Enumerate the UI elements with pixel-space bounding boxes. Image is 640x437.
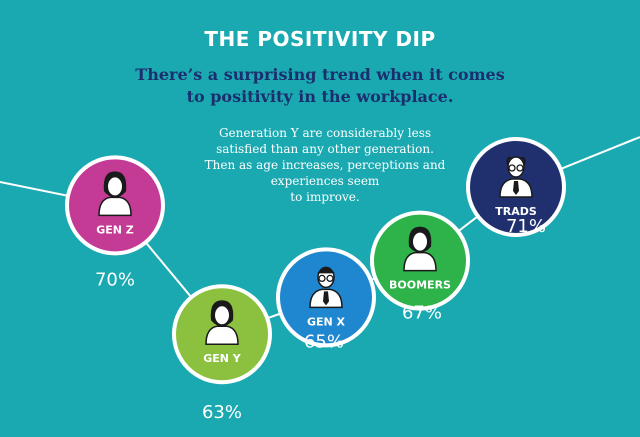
generation-label: GEN X <box>307 315 346 328</box>
page-subtitle: There’s a surprising trend when it comes… <box>120 64 520 108</box>
female-person-icon <box>205 300 239 345</box>
male-elder-person-icon <box>499 156 533 198</box>
generation-label: GEN Z <box>96 223 134 236</box>
subtitle-line-1: There’s a surprising trend when it comes <box>135 65 505 84</box>
value-label: 65% <box>304 331 344 352</box>
annotation-line-5: to improve. <box>290 190 360 204</box>
female-person-icon <box>98 171 132 217</box>
generation-node-gen-y: GEN Y <box>172 284 272 385</box>
generation-label: GEN Y <box>203 352 242 365</box>
generation-node-boomers: BOOMERS <box>370 210 470 311</box>
generation-node-gen-x: GEN X <box>276 247 376 348</box>
value-label: 63% <box>202 402 242 423</box>
value-label: 71% <box>506 216 546 237</box>
annotation-line-2: satisfied than any other generation. <box>216 142 434 156</box>
annotation-line-3: Then as age increases, perceptions and <box>204 158 446 172</box>
value-label: 70% <box>95 269 135 290</box>
value-label: 67% <box>402 303 442 324</box>
subtitle-line-2: to positivity in the workplace. <box>186 87 454 106</box>
annotation-line-4: experiences seem <box>270 174 380 188</box>
page-title: THE POSITIVITY DIP <box>204 27 436 51</box>
annotation-line-1: Generation Y are considerably less <box>218 126 432 140</box>
generation-label: BOOMERS <box>389 279 451 292</box>
male-glasses-person-icon <box>309 266 343 309</box>
chart-annotation: Generation Y are considerably less satis… <box>195 125 455 205</box>
generation-label: TRADS <box>495 205 537 218</box>
generation-node-gen-z: GEN Z <box>65 155 165 256</box>
female-person-icon <box>403 226 437 272</box>
generation-node-trads: TRADS <box>466 137 566 237</box>
